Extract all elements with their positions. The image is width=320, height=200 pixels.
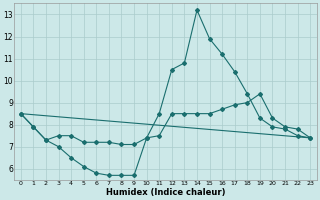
X-axis label: Humidex (Indice chaleur): Humidex (Indice chaleur) xyxy=(106,188,225,197)
